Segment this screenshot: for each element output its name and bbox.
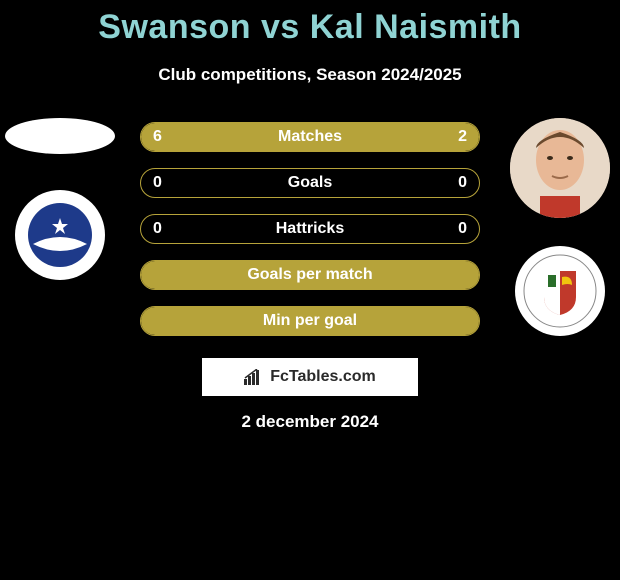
right-player-column — [500, 110, 620, 336]
stat-row-goals: 0 Goals 0 — [140, 168, 480, 198]
player-face-icon — [510, 118, 610, 218]
stat-label: Min per goal — [141, 307, 479, 335]
stat-right-value: 2 — [446, 123, 479, 151]
brand-box: FcTables.com — [202, 358, 418, 396]
stat-row-matches: 6 Matches 2 — [140, 122, 480, 152]
left-club-badge — [15, 190, 105, 280]
footer: FcTables.com 2 december 2024 — [0, 352, 620, 432]
bar-chart-icon — [244, 369, 264, 385]
portsmouth-badge-icon — [25, 200, 95, 270]
stat-label: Goals — [141, 169, 479, 197]
stat-row-min-per-goal: Min per goal — [140, 306, 480, 336]
stats-bars: 6 Matches 2 0 Goals 0 0 Hattricks 0 Goal… — [140, 122, 480, 352]
stat-row-hattricks: 0 Hattricks 0 — [140, 214, 480, 244]
stat-label: Goals per match — [141, 261, 479, 289]
date-text: 2 december 2024 — [0, 412, 620, 432]
left-player-column — [0, 110, 120, 280]
stat-label: Matches — [141, 123, 479, 151]
subtitle: Club competitions, Season 2024/2025 — [0, 65, 620, 85]
stat-label: Hattricks — [141, 215, 479, 243]
left-player-photo — [5, 118, 115, 154]
stat-right-value: 0 — [446, 215, 479, 243]
stat-right-value — [455, 261, 479, 289]
stat-right-value: 0 — [446, 169, 479, 197]
right-club-badge — [515, 246, 605, 336]
right-player-photo — [510, 118, 610, 218]
stat-right-value — [455, 307, 479, 335]
brand-text: FcTables.com — [270, 368, 376, 386]
bristol-city-badge-icon — [522, 253, 598, 329]
page-title: Swanson vs Kal Naismith — [0, 0, 620, 47]
stat-row-goals-per-match: Goals per match — [140, 260, 480, 290]
